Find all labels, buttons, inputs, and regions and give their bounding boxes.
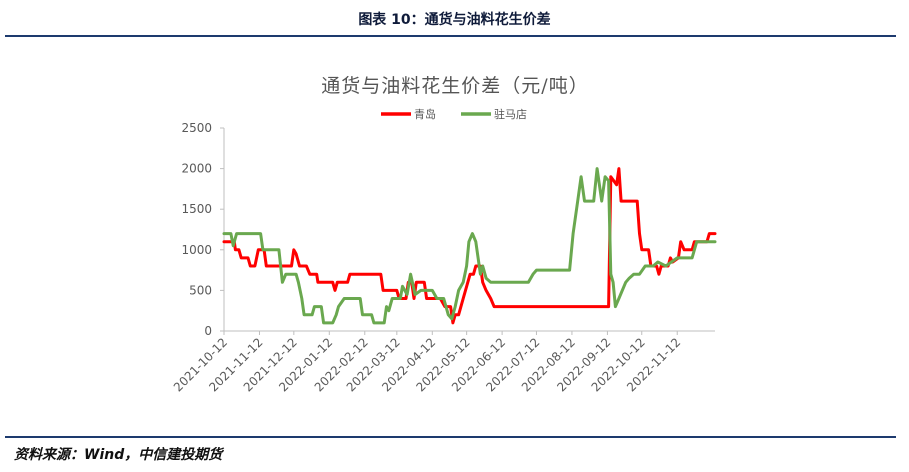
y-tick-label: 2500 — [181, 121, 212, 135]
chart-axes: 050010001500200025002021-10-122021-11-12… — [171, 121, 715, 394]
series-line-2 — [222, 167, 717, 325]
y-tick-label: 2000 — [181, 162, 212, 176]
legend-label-2: 驻马店 — [494, 107, 527, 121]
bottom-rule — [5, 436, 896, 438]
chart-title: 通货与油料花生价差（元/吨） — [321, 75, 588, 97]
figure-header: 图表 10：通货与油料花生价差 — [0, 0, 909, 36]
top-rule — [5, 35, 896, 37]
source-note: 资料来源：Wind，中信建投期货 — [14, 447, 223, 463]
figure-title: 图表 10：通货与油料花生价差 — [358, 12, 551, 28]
y-tick-label: 1000 — [181, 243, 212, 257]
y-tick-label: 1500 — [181, 202, 212, 216]
legend-label-1: 青岛 — [414, 107, 436, 121]
plot-area — [222, 167, 717, 325]
chart-legend: 青岛 驻马店 — [381, 107, 527, 121]
series-line-1 — [222, 167, 717, 325]
line-chart: 通货与油料花生价差（元/吨） 青岛 驻马店 0 500 1000 1500 2000 250… — [171, 75, 717, 394]
y-tick-label: 500 — [189, 283, 212, 297]
y-tick-label: 0 — [204, 324, 212, 338]
